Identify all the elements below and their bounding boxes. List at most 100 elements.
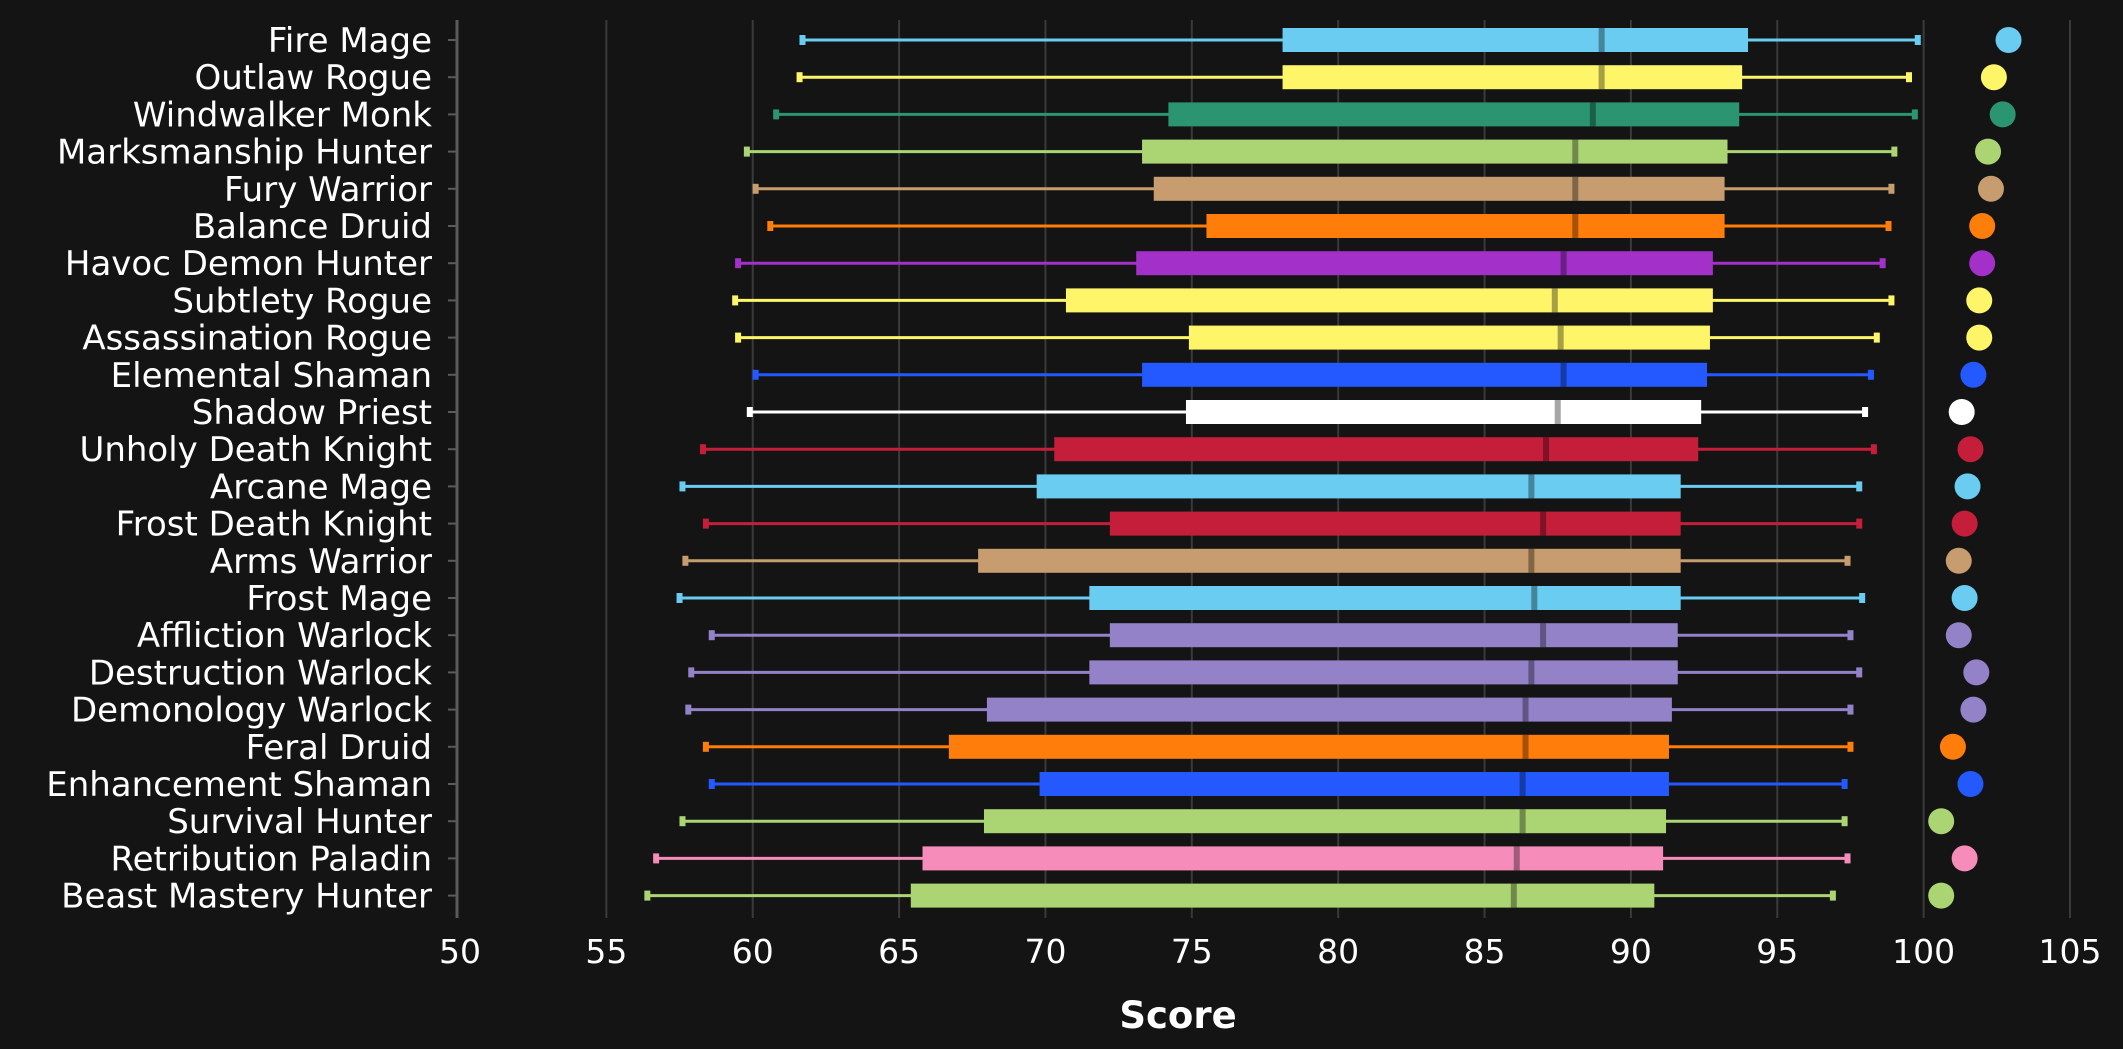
max-point-assassination-rogue bbox=[1966, 324, 1993, 351]
box-subtlety-rogue bbox=[1065, 288, 1713, 313]
median-shadow-priest bbox=[1554, 400, 1561, 424]
whisker-high-cap-subtlety-rogue bbox=[1888, 295, 1895, 306]
x-tick-label-95: 95 bbox=[1756, 932, 1798, 971]
category-label-unholy-death-knight: Unholy Death Knight bbox=[79, 430, 432, 470]
category-label-fire-mage: Fire Mage bbox=[268, 21, 432, 61]
box-marksmanship-hunter bbox=[1142, 139, 1728, 164]
category-label-feral-druid: Feral Druid bbox=[246, 728, 432, 768]
box-havoc-demon-hunter bbox=[1136, 251, 1713, 276]
median-fire-mage bbox=[1598, 28, 1605, 52]
whisker-low-cap-balance-druid bbox=[767, 221, 774, 231]
box-outlaw-rogue bbox=[1282, 65, 1743, 90]
box-windwalker-monk bbox=[1168, 102, 1740, 127]
median-enhancement-shaman bbox=[1519, 772, 1526, 796]
box-arcane-mage bbox=[1036, 474, 1681, 499]
median-subtlety-rogue bbox=[1551, 288, 1558, 313]
median-assassination-rogue bbox=[1557, 325, 1564, 350]
x-axis-title: Score bbox=[1119, 994, 1236, 1037]
series-balance-druid bbox=[767, 213, 1996, 239]
max-point-survival-hunter bbox=[1928, 808, 1955, 835]
box-survival-hunter bbox=[983, 809, 1667, 834]
series-affliction-warlock bbox=[708, 622, 1972, 649]
whisker-low-cap-fire-mage bbox=[799, 35, 806, 45]
box-enhancement-shaman bbox=[1039, 772, 1669, 796]
whisker-high-cap-fire-mage bbox=[1914, 35, 1921, 45]
max-point-beast-mastery-hunter bbox=[1928, 882, 1955, 909]
x-tick-label-75: 75 bbox=[1171, 932, 1213, 971]
box-feral-druid bbox=[948, 734, 1669, 759]
median-beast-mastery-hunter bbox=[1510, 883, 1517, 908]
x-axis-ticks: 50 55 60 65 70 75 80 85 90 95 100 105 bbox=[439, 932, 2102, 971]
series-frost-death-knight bbox=[702, 510, 1978, 537]
series-enhancement-shaman bbox=[708, 771, 1984, 797]
median-unholy-death-knight bbox=[1543, 437, 1550, 462]
median-survival-hunter bbox=[1519, 809, 1526, 834]
median-demonology-warlock bbox=[1522, 697, 1529, 722]
whisker-high-cap-frost-death-knight bbox=[1856, 518, 1863, 529]
category-label-frost-death-knight: Frost Death Knight bbox=[116, 505, 432, 545]
category-label-elemental-shaman: Elemental Shaman bbox=[111, 356, 432, 396]
box-shadow-priest bbox=[1185, 400, 1702, 424]
whisker-high-cap-feral-druid bbox=[1847, 741, 1854, 752]
series-beast-mastery-hunter bbox=[644, 882, 1955, 909]
box-beast-mastery-hunter bbox=[910, 883, 1655, 908]
whisker-low-cap-demonology-warlock bbox=[685, 704, 692, 715]
median-outlaw-rogue bbox=[1598, 65, 1605, 90]
max-point-havoc-demon-hunter bbox=[1969, 250, 1996, 277]
median-arms-warrior bbox=[1528, 548, 1535, 573]
grid-lines bbox=[605, 20, 2071, 918]
max-point-fire-mage bbox=[1995, 27, 2022, 53]
series-retribution-paladin bbox=[653, 845, 1978, 872]
series-survival-hunter bbox=[679, 808, 1955, 835]
x-tick-label-100: 100 bbox=[1892, 932, 1955, 971]
median-destruction-warlock bbox=[1528, 660, 1535, 685]
box-fury-warrior bbox=[1153, 176, 1725, 201]
series-unholy-death-knight bbox=[699, 436, 1984, 463]
whisker-low-cap-unholy-death-knight bbox=[699, 444, 706, 455]
whisker-high-cap-shadow-priest bbox=[1862, 407, 1869, 417]
box-frost-mage bbox=[1089, 586, 1681, 610]
whisker-low-cap-frost-death-knight bbox=[702, 518, 709, 529]
series-demonology-warlock bbox=[685, 696, 1987, 723]
whisker-high-cap-havoc-demon-hunter bbox=[1879, 258, 1886, 269]
whisker-high-cap-arcane-mage bbox=[1856, 481, 1863, 492]
max-point-subtlety-rogue bbox=[1966, 287, 1993, 314]
max-point-marksmanship-hunter bbox=[1975, 138, 2002, 165]
x-tick-label-90: 90 bbox=[1610, 932, 1652, 971]
whisker-low-cap-windwalker-monk bbox=[773, 109, 780, 120]
category-label-outlaw-rogue: Outlaw Rogue bbox=[195, 58, 433, 98]
category-label-subtlety-rogue: Subtlety Rogue bbox=[172, 281, 432, 321]
median-arcane-mage bbox=[1528, 474, 1535, 499]
category-label-destruction-warlock: Destruction Warlock bbox=[89, 653, 432, 693]
whisker-low-cap-retribution-paladin bbox=[653, 853, 660, 864]
series-fury-warrior bbox=[752, 175, 2004, 202]
max-point-fury-warrior bbox=[1977, 175, 2004, 202]
max-point-affliction-warlock bbox=[1945, 622, 1972, 649]
category-label-frost-mage: Frost Mage bbox=[246, 579, 432, 619]
median-windwalker-monk bbox=[1589, 102, 1596, 127]
max-point-frost-death-knight bbox=[1951, 510, 1978, 537]
series-arms-warrior bbox=[682, 547, 1972, 574]
median-frost-death-knight bbox=[1540, 511, 1547, 536]
category-label-balance-druid: Balance Druid bbox=[193, 207, 432, 247]
box-affliction-warlock bbox=[1109, 623, 1678, 648]
whisker-high-cap-demonology-warlock bbox=[1847, 704, 1854, 715]
whisker-low-cap-beast-mastery-hunter bbox=[644, 890, 651, 901]
category-label-affliction-warlock: Affliction Warlock bbox=[137, 616, 432, 656]
median-affliction-warlock bbox=[1540, 623, 1547, 648]
box-fire-mage bbox=[1282, 28, 1748, 52]
series-frost-mage bbox=[676, 585, 1978, 611]
median-balance-druid bbox=[1572, 214, 1579, 238]
whisker-low-cap-survival-hunter bbox=[679, 816, 686, 827]
whisker-high-cap-assassination-rogue bbox=[1873, 332, 1880, 343]
whisker-low-cap-havoc-demon-hunter bbox=[735, 258, 742, 269]
whisker-high-cap-fury-warrior bbox=[1888, 183, 1895, 194]
max-point-destruction-warlock bbox=[1963, 659, 1990, 686]
max-point-frost-mage bbox=[1951, 585, 1978, 611]
median-feral-druid bbox=[1522, 734, 1529, 759]
category-label-retribution-paladin: Retribution Paladin bbox=[110, 839, 432, 879]
whisker-high-cap-enhancement-shaman bbox=[1841, 779, 1848, 789]
box-elemental-shaman bbox=[1142, 362, 1708, 387]
x-tick-label-65: 65 bbox=[878, 932, 920, 971]
max-point-shadow-priest bbox=[1948, 399, 1975, 425]
